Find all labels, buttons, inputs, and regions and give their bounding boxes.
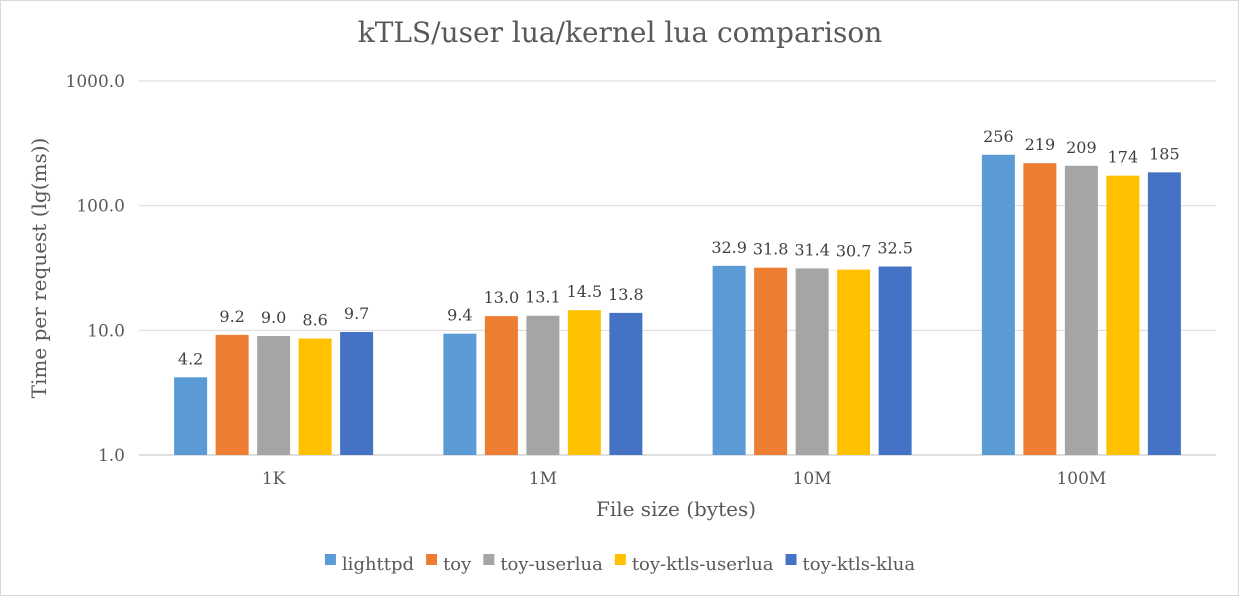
x-axis-ticks: 1K 1M 10M 100M (262, 469, 1106, 489)
legend-swatch (785, 554, 797, 565)
bar (609, 312, 643, 455)
data-label: 13.1 (525, 288, 561, 307)
bar (754, 267, 788, 455)
bar (443, 333, 477, 455)
bar (795, 268, 829, 455)
legend-swatch (614, 554, 626, 565)
x-tick-label: 10M (793, 469, 832, 489)
legend-item: toy-ktls-userlua (614, 554, 774, 575)
y-tick-label: 10.0 (87, 321, 125, 341)
legend-swatch (483, 554, 495, 565)
data-label: 30.7 (836, 242, 872, 261)
data-label: 4.2 (178, 349, 203, 368)
x-tick-label: 100M (1056, 469, 1106, 489)
data-label: 209 (1066, 138, 1097, 157)
bar (712, 265, 746, 455)
bar (484, 316, 518, 455)
legend-label: toy-ktls-klua (803, 554, 916, 575)
data-label: 9.2 (219, 307, 244, 326)
legend-label: toy (443, 554, 472, 575)
data-label: 13.8 (608, 285, 644, 304)
bars (174, 154, 1181, 455)
data-label: 32.9 (711, 238, 747, 257)
bar (1023, 163, 1057, 455)
legend-item: toy-ktls-klua (785, 554, 916, 575)
data-label: 32.5 (877, 239, 913, 258)
x-tick-label: 1M (529, 469, 557, 489)
x-tick-label: 1K (262, 469, 286, 489)
data-label: 8.6 (302, 310, 327, 329)
bar (1106, 175, 1140, 455)
chart-title: kTLS/user lua/kernel lua comparison (358, 16, 883, 49)
legend: lighttpd toy toy-userlua toy-ktls-userlua to… (324, 554, 916, 575)
data-label: 31.4 (794, 240, 830, 259)
bar (257, 336, 291, 455)
data-label: 31.8 (753, 240, 789, 259)
bar (340, 331, 374, 455)
y-tick-label: 1000.0 (66, 72, 125, 92)
data-label: 9.7 (344, 304, 369, 323)
legend-item: lighttpd (324, 554, 414, 575)
y-axis-title: Time per request (lg(ms)) (27, 138, 51, 399)
data-labels: 4.2 9.2 9.0 8.6 9.7 9.4 13.0 13.1 14.5 13.8 32.9 31… (178, 127, 1180, 369)
bar (174, 377, 208, 455)
data-label: 185 (1149, 144, 1180, 163)
data-label: 174 (1108, 148, 1139, 167)
legend-swatch (324, 554, 336, 565)
bar (298, 338, 332, 455)
y-tick-label: 100.0 (76, 197, 125, 217)
data-label: 9.0 (261, 308, 286, 327)
bar (215, 334, 249, 455)
bar (1147, 172, 1181, 455)
data-label: 256 (983, 127, 1014, 146)
bar (837, 269, 871, 455)
bar (526, 315, 560, 455)
bar (878, 266, 912, 455)
legend-label: toy-ktls-userlua (632, 554, 774, 575)
y-axis-ticks: 1.0 10.0 100.0 1000.0 (66, 72, 125, 466)
legend-label: lighttpd (342, 554, 414, 575)
data-label: 13.0 (484, 288, 520, 307)
bar (567, 310, 601, 455)
legend-label: toy-userlua (500, 554, 603, 575)
bar (981, 154, 1015, 455)
x-axis-title: File size (bytes) (596, 497, 756, 521)
data-label: 14.5 (567, 282, 603, 301)
legend-swatch (426, 554, 438, 565)
legend-item: toy (426, 554, 472, 575)
legend-item: toy-userlua (483, 554, 603, 575)
bar (1064, 165, 1098, 455)
y-tick-label: 1.0 (98, 446, 125, 466)
data-label: 219 (1025, 135, 1056, 154)
data-label: 9.4 (447, 306, 472, 325)
